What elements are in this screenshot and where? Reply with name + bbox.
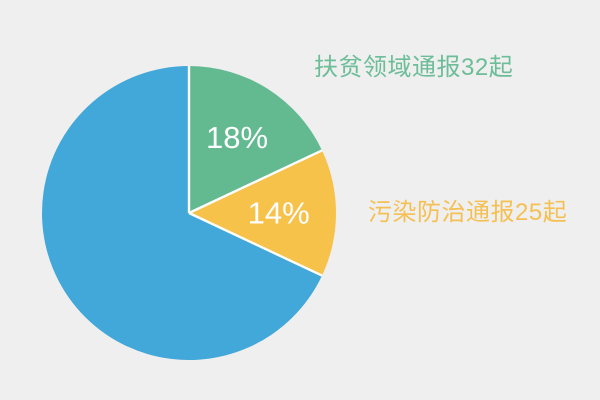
pie-slice [189, 150, 337, 276]
pie-slice [189, 66, 323, 213]
slice-callout-poverty-alleviation: 扶贫领域通报32起 [314, 54, 514, 81]
slice-separator [188, 211, 323, 277]
pie-slice [42, 66, 323, 360]
slice-separator [188, 149, 323, 215]
slice-percent-label: 18% [206, 120, 268, 155]
slice-percent-label: 14% [248, 196, 310, 231]
slice-callout-pollution-prevention: 污染防治通报25起 [368, 199, 568, 226]
